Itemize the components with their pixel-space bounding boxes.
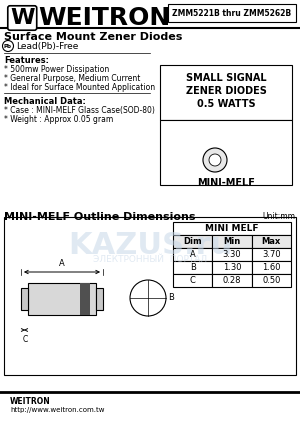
Bar <box>252 235 291 248</box>
Text: http://www.weitron.com.tw: http://www.weitron.com.tw <box>10 407 104 413</box>
Text: 0.50: 0.50 <box>262 276 280 285</box>
Text: * General Purpose, Medium Current: * General Purpose, Medium Current <box>4 74 140 83</box>
Text: WEITRON: WEITRON <box>38 6 170 30</box>
Bar <box>28 283 96 315</box>
Text: MINI-MELF Outline Dimensions: MINI-MELF Outline Dimensions <box>4 212 196 222</box>
Text: ЭЛЕКТРОННЫЙ  ПОРТАЛ: ЭЛЕКТРОННЫЙ ПОРТАЛ <box>93 255 207 264</box>
Bar <box>96 288 103 310</box>
Text: Features:: Features: <box>4 56 49 65</box>
Bar <box>160 120 292 185</box>
Bar <box>4 217 296 375</box>
Text: Surface Mount Zener Diodes: Surface Mount Zener Diodes <box>4 32 182 42</box>
Text: C: C <box>190 276 196 285</box>
Text: 3.70: 3.70 <box>262 250 280 259</box>
Text: 3.30: 3.30 <box>223 250 241 259</box>
Bar <box>168 4 296 22</box>
Circle shape <box>209 154 221 166</box>
Bar <box>160 65 292 120</box>
Text: WEITRON: WEITRON <box>10 397 51 406</box>
Bar <box>173 235 212 248</box>
Text: B: B <box>190 263 196 272</box>
Text: 1.60: 1.60 <box>262 263 280 272</box>
Bar <box>21 288 28 310</box>
Bar <box>212 261 252 274</box>
Text: Min: Min <box>224 237 241 246</box>
Circle shape <box>203 148 227 172</box>
Bar <box>173 248 212 261</box>
Text: 0.5 WATTS: 0.5 WATTS <box>197 99 255 109</box>
Bar <box>252 261 291 274</box>
Text: B: B <box>168 294 174 303</box>
Bar <box>173 261 212 274</box>
Bar <box>252 248 291 261</box>
Text: * Ideal for Surface Mounted Application: * Ideal for Surface Mounted Application <box>4 83 155 92</box>
Text: * Case : MINI-MELF Glass Case(SOD-80): * Case : MINI-MELF Glass Case(SOD-80) <box>4 106 155 115</box>
Text: C: C <box>22 335 28 344</box>
Circle shape <box>130 280 166 316</box>
Bar <box>173 274 212 287</box>
Bar <box>80 283 90 315</box>
Text: KAZUS.ru: KAZUS.ru <box>68 230 232 260</box>
Text: Unit:mm: Unit:mm <box>262 212 295 221</box>
Text: A: A <box>190 250 196 259</box>
Text: SMALL SIGNAL: SMALL SIGNAL <box>186 73 266 83</box>
Text: A: A <box>59 259 65 268</box>
Bar <box>212 274 252 287</box>
Text: * Weight : Approx 0.05 gram: * Weight : Approx 0.05 gram <box>4 115 113 124</box>
Bar <box>173 222 291 235</box>
Bar <box>252 274 291 287</box>
Text: ZMM5221B thru ZMM5262B: ZMM5221B thru ZMM5262B <box>172 9 292 18</box>
Text: Lead(Pb)-Free: Lead(Pb)-Free <box>16 42 78 51</box>
Text: * 500mw Power Dissipation: * 500mw Power Dissipation <box>4 65 109 74</box>
Text: W: W <box>10 8 34 28</box>
Text: MINI-MELF: MINI-MELF <box>197 178 255 188</box>
Text: Mechanical Data:: Mechanical Data: <box>4 97 86 106</box>
Bar <box>212 248 252 261</box>
Text: 0.28: 0.28 <box>223 276 241 285</box>
Bar <box>212 235 252 248</box>
Text: Pb: Pb <box>4 43 12 48</box>
Text: Max: Max <box>262 237 281 246</box>
Text: Dim: Dim <box>183 237 202 246</box>
Text: 1.30: 1.30 <box>223 263 241 272</box>
Text: MINI MELF: MINI MELF <box>205 224 259 233</box>
Text: ZENER DIODES: ZENER DIODES <box>186 86 266 96</box>
